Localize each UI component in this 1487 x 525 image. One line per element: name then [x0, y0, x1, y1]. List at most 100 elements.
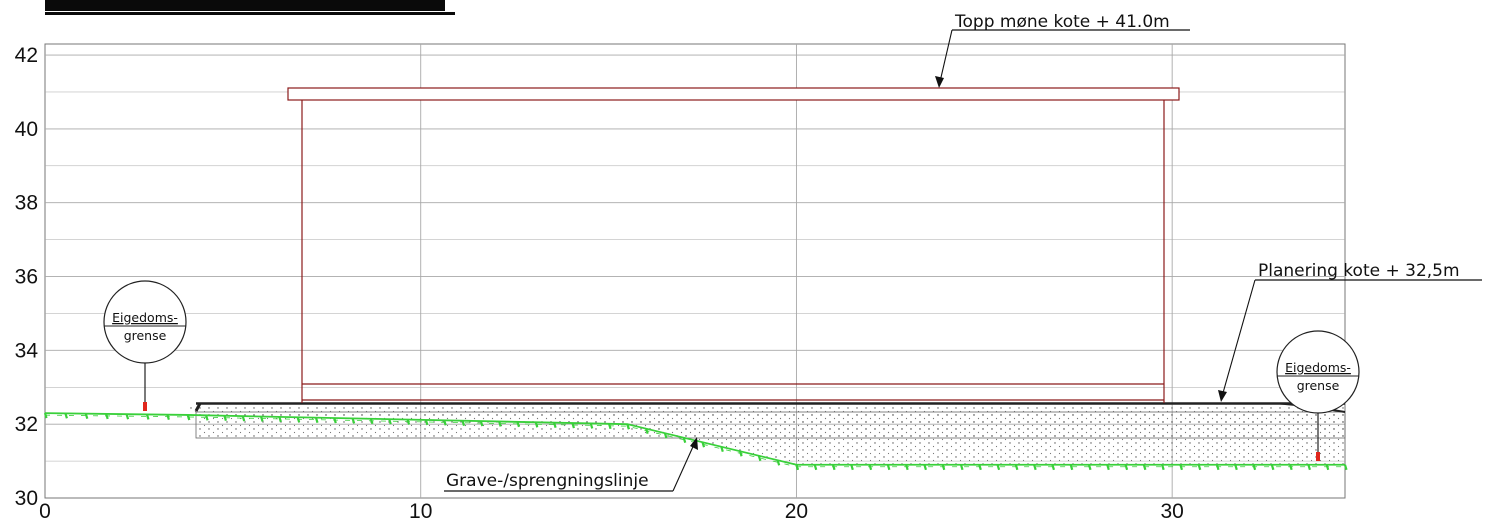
terrain-tick: [1179, 464, 1183, 471]
terrain-tick: [296, 416, 301, 423]
x-tick-label: 20: [785, 500, 808, 523]
terrain-tick: [850, 464, 854, 471]
axis-ticks: 0 10 20 30 30 32 34 36 38 40 42: [15, 44, 1184, 523]
terrain-tick: [369, 418, 374, 425]
excavation-annotation: Grave-/sprengningslinje: [444, 437, 698, 492]
terrain-tick: [996, 464, 1001, 471]
boundary-pin-icon: [143, 402, 147, 411]
y-tick-label: 42: [15, 44, 38, 67]
y-tick-label: 38: [15, 192, 38, 215]
terrain-tick: [166, 414, 170, 421]
terrain-tick: [1325, 464, 1330, 471]
plot-frame: [44, 43, 1346, 499]
terrain-tick: [84, 413, 89, 419]
grading-leader: [1220, 279, 1256, 401]
terrain-tick: [701, 441, 706, 448]
ridge-arrowhead: [935, 76, 944, 88]
grid: [45, 44, 1345, 498]
terrain-tick: [1142, 464, 1147, 471]
terrain-tick: [1289, 464, 1293, 471]
boundary-pin-icon: [1316, 452, 1320, 461]
cropped-heading: [45, 0, 455, 15]
x-tick-label: 10: [409, 500, 432, 523]
existing-terrain-line: [43, 412, 1348, 471]
fill-base: [195, 411, 1346, 439]
terrain-tick: [553, 422, 557, 428]
terrain-tick: [1343, 464, 1348, 471]
terrain-tick: [923, 464, 927, 471]
terrain-tick: [424, 419, 429, 426]
terrain-tick: [516, 421, 521, 428]
y-tick-label: 36: [15, 266, 38, 289]
terrain-tick: [720, 446, 724, 453]
ridge-leader: [938, 29, 953, 87]
terrain-tick: [959, 464, 964, 471]
terrain-tick: [186, 414, 191, 421]
terrain-tick: [461, 420, 466, 427]
roof-slab: [287, 87, 1180, 101]
terrain-tick: [351, 418, 356, 424]
grading-annotation: Planering kote + 32,5m: [1218, 261, 1482, 402]
terrain-tick: [105, 413, 109, 420]
terrain-tick: [739, 450, 743, 457]
grading-edge-left: [194, 402, 202, 412]
terrain-tick: [223, 415, 227, 422]
terrain-tick: [795, 464, 799, 471]
terrain-tick: [1069, 464, 1074, 471]
y-tick-label: 30: [15, 487, 38, 510]
terrain-tick: [1087, 464, 1092, 471]
property-boundary-marker-left: Eigedoms- grense: [103, 280, 187, 411]
boundary-text-line1: Eigedoms-: [1285, 360, 1351, 375]
terrain-tick: [1270, 464, 1275, 471]
boundary-bubble: [103, 280, 187, 364]
terrain-tick: [278, 416, 282, 423]
terrain-tick: [571, 422, 575, 429]
terrain-tick: [831, 464, 836, 471]
terrain-tick: [813, 464, 818, 471]
terrain-tick: [1161, 464, 1165, 471]
terrain-tick: [757, 455, 762, 462]
grading-label: Planering kote + 32,5m: [1258, 261, 1460, 281]
terrain-tick: [145, 414, 150, 420]
x-tick-label: 30: [1160, 500, 1183, 523]
terrain-tick: [1252, 464, 1257, 471]
terrain-tick: [941, 464, 946, 471]
terrain-tick: [589, 423, 594, 429]
terrain-tick: [886, 464, 891, 471]
property-boundary-marker-right: Eigedoms- grense: [1276, 330, 1360, 461]
terrain-tick: [406, 419, 411, 425]
terrain-tick: [978, 464, 982, 471]
terrain-tick: [43, 412, 48, 419]
terrain-tick: [64, 413, 68, 419]
terrain-tick: [645, 428, 649, 435]
terrain-tick: [1215, 464, 1220, 471]
terrain-tick: [125, 413, 130, 420]
terrain-tick: [498, 421, 502, 427]
building-outline: [287, 87, 1180, 403]
terrain-tick: [314, 417, 319, 423]
y-tick-label: 40: [15, 118, 38, 141]
excavation-leader: [672, 439, 697, 492]
terrain-tick: [1051, 464, 1055, 471]
boundary-bubble: [1276, 330, 1360, 414]
terrain-tick: [868, 464, 873, 471]
excavation-label: Grave-/sprengningslinje: [446, 471, 649, 491]
y-tick-label: 32: [15, 413, 38, 436]
terrain-tick: [1033, 464, 1037, 471]
terrain-tick: [905, 464, 909, 471]
ridge-annotation: Topp møne kote + 41.0m: [935, 12, 1190, 88]
terrain-tick: [388, 418, 392, 425]
boundary-text-line1: Eigedoms-: [112, 310, 178, 325]
terrain-tick: [333, 417, 337, 424]
terrain-tick: [626, 423, 630, 430]
terrain-tick: [443, 420, 447, 426]
boundary-text-line2: grense: [124, 328, 167, 343]
terrain-tick: [534, 421, 539, 428]
fill-mass: [187, 402, 1346, 465]
terrain-tick: [1124, 464, 1129, 471]
terrain-tick: [1197, 464, 1202, 471]
terrain-tick: [1014, 464, 1019, 471]
terrain-tick: [1307, 464, 1311, 471]
terrain-tick: [1106, 464, 1110, 471]
